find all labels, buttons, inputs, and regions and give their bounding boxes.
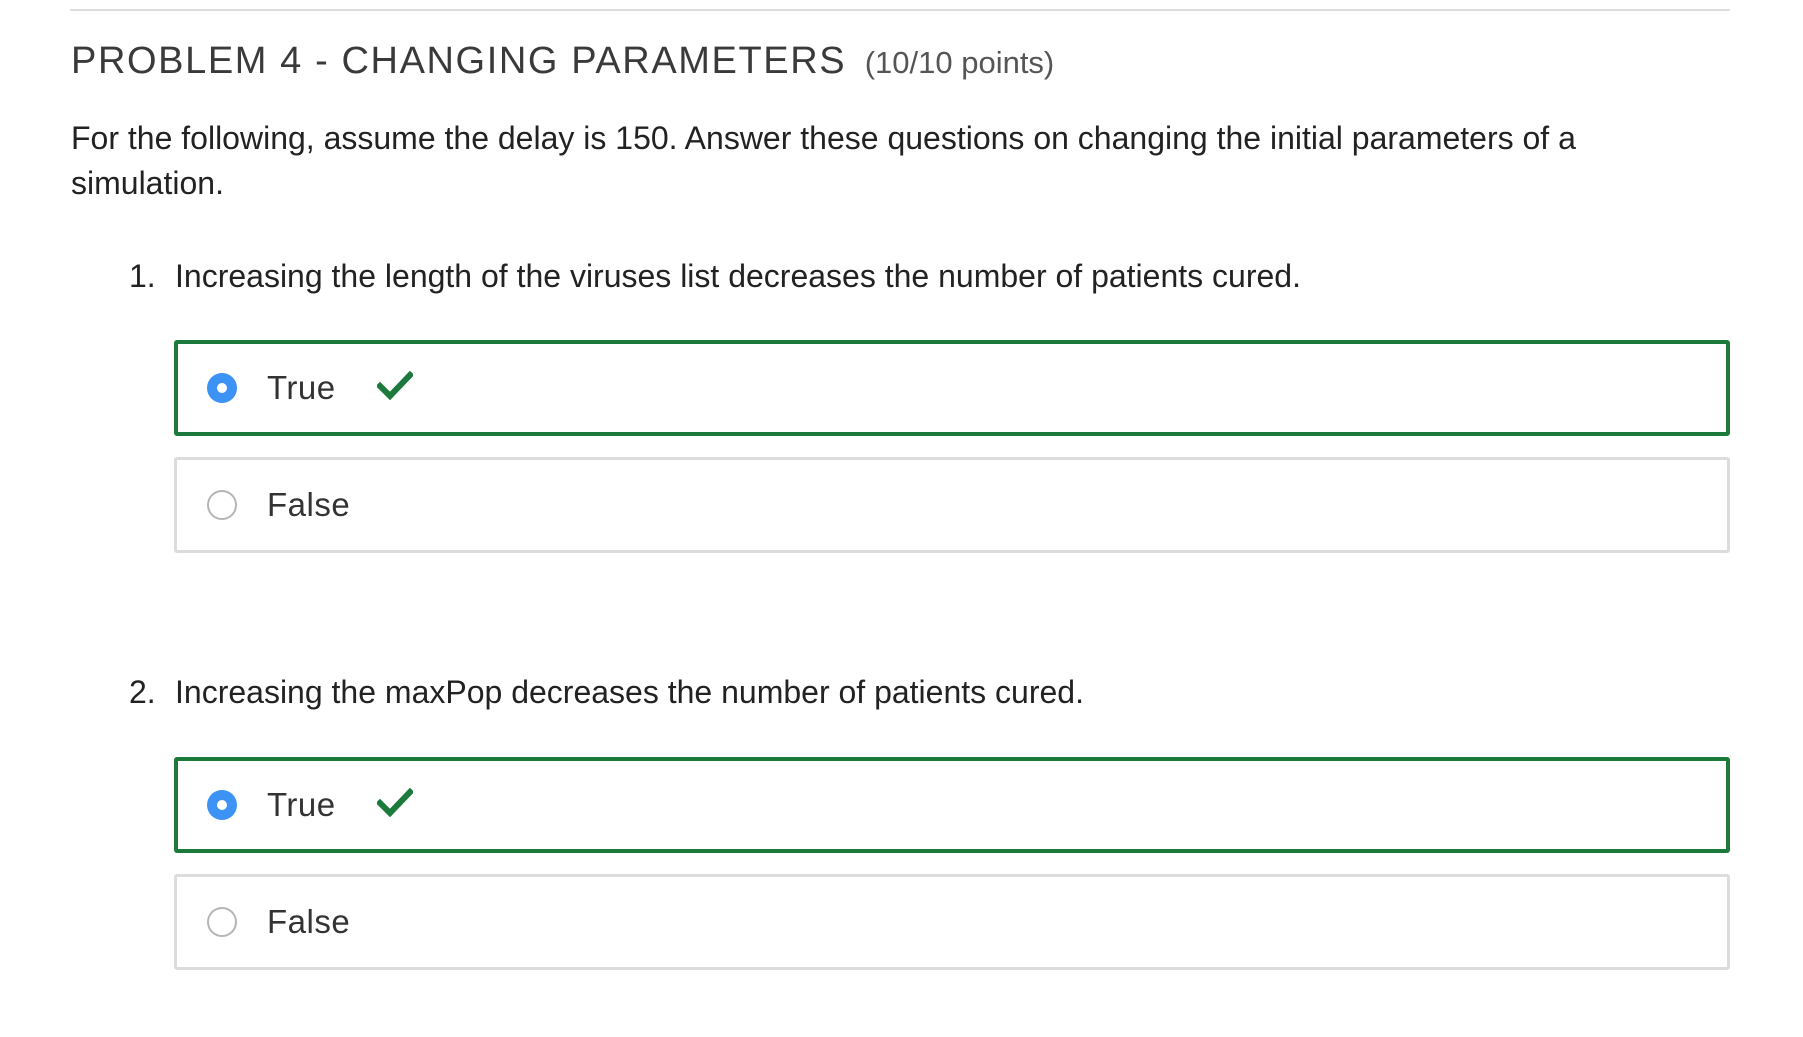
problem-intro: For the following, assume the delay is 1… bbox=[71, 120, 1576, 201]
answer-option-true[interactable]: True bbox=[174, 757, 1730, 853]
question-prompt: Increasing the maxPop decreases the numb… bbox=[175, 674, 1084, 710]
problem-header: PROBLEM 4 - CHANGING PARAMETERS (10/10 p… bbox=[71, 40, 1054, 83]
answer-option-false[interactable]: False bbox=[174, 874, 1730, 970]
radio-button-selected[interactable] bbox=[207, 790, 237, 820]
question-number: 1. bbox=[129, 258, 156, 294]
check-icon bbox=[377, 788, 413, 818]
option-label: False bbox=[267, 903, 351, 940]
answer-option-false[interactable]: False bbox=[174, 457, 1730, 553]
problem-title: PROBLEM 4 - CHANGING PARAMETERS bbox=[71, 40, 847, 82]
check-icon bbox=[377, 371, 413, 401]
top-divider bbox=[70, 9, 1730, 11]
question-prompt: Increasing the length of the viruses lis… bbox=[175, 258, 1301, 294]
radio-button[interactable] bbox=[207, 907, 237, 937]
question-number: 2. bbox=[129, 674, 156, 710]
radio-button-selected[interactable] bbox=[207, 373, 237, 403]
problem-points: (10/10 points) bbox=[864, 45, 1055, 80]
question-text: 1. Increasing the length of the viruses l… bbox=[129, 258, 1301, 295]
option-label: True bbox=[267, 786, 336, 823]
answer-option-true[interactable]: True bbox=[174, 340, 1730, 436]
option-label: True bbox=[267, 369, 336, 406]
radio-button[interactable] bbox=[207, 490, 237, 520]
question-text: 2. Increasing the maxPop decreases the nu… bbox=[129, 674, 1084, 711]
option-label: False bbox=[267, 486, 351, 523]
